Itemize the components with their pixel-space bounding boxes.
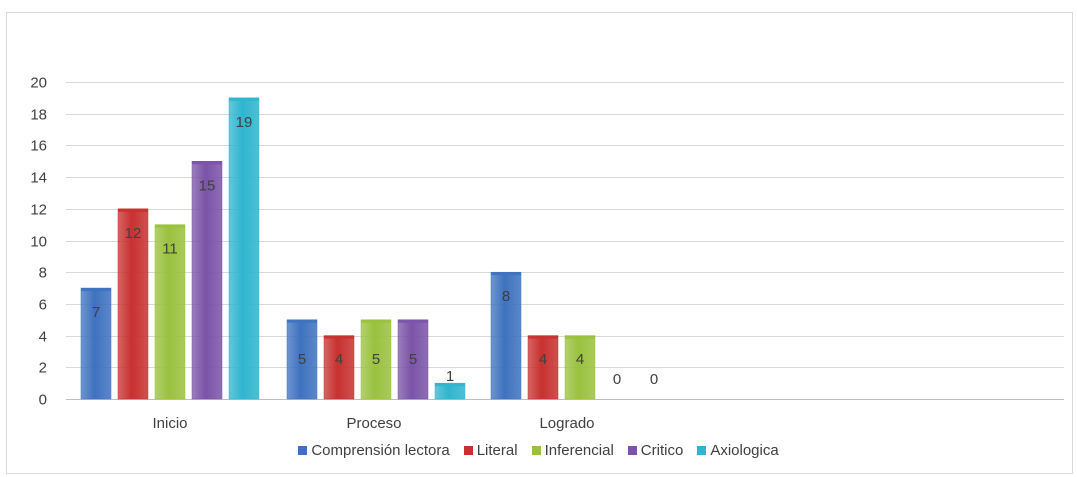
data-label: 12 [125, 225, 142, 242]
data-label: 1 [446, 368, 454, 385]
bars [80, 97, 596, 400]
bar-cap [324, 335, 354, 339]
bar [360, 319, 392, 400]
legend-swatch [697, 446, 707, 455]
bar-cap [491, 272, 521, 276]
bar-cap [192, 161, 222, 165]
y-tick-label: 14 [30, 170, 47, 187]
bar [80, 287, 112, 400]
data-label: 0 [650, 371, 658, 388]
bar [397, 319, 429, 400]
data-label: 5 [409, 351, 417, 368]
bar [117, 208, 149, 400]
data-label: 4 [576, 351, 584, 368]
data-label: 0 [613, 371, 621, 388]
bar-cap [435, 383, 465, 387]
bar [527, 335, 559, 400]
legend-swatch [298, 446, 308, 455]
data-label: 4 [539, 351, 547, 368]
legend: Comprensión lectora Literal Inferencial Cri… [0, 442, 1077, 459]
y-tick-label: 2 [39, 360, 47, 377]
y-tick-label: 18 [30, 107, 47, 124]
y-tick-label: 6 [39, 297, 47, 314]
bar [564, 335, 596, 400]
legend-item: Literal [463, 442, 518, 459]
data-label: 19 [236, 114, 253, 131]
x-category-label: Proceso [346, 415, 401, 432]
data-label: 11 [162, 241, 178, 258]
data-label: 5 [372, 351, 380, 368]
y-tick-label: 0 [39, 392, 47, 409]
bar-cap [398, 319, 428, 323]
bar [286, 319, 318, 400]
bar [228, 97, 260, 400]
bar-cap [565, 335, 595, 339]
legend-item: Inferencial [531, 442, 614, 459]
y-axis-ticks: 0 2 4 6 8 10 12 14 16 18 20 [30, 75, 47, 409]
bar-cap [361, 319, 391, 323]
bar [323, 335, 355, 400]
y-tick-label: 10 [30, 234, 47, 251]
x-category-label: Logrado [539, 415, 594, 432]
y-tick-label: 4 [39, 329, 47, 346]
bar [490, 271, 522, 400]
data-label: 4 [335, 351, 343, 368]
legend-label: Critico [640, 442, 684, 459]
legend-label: Axiologica [710, 442, 779, 459]
y-tick-label: 20 [30, 75, 47, 92]
legend-label: Literal [476, 442, 518, 459]
bar-cap [155, 224, 185, 228]
y-tick-label: 12 [30, 202, 47, 219]
y-tick-label: 8 [39, 265, 47, 282]
y-tick-label: 16 [30, 138, 47, 155]
bar-cap [287, 319, 317, 323]
bar [191, 161, 223, 400]
bar-cap [528, 335, 558, 339]
bar-cap [118, 208, 148, 212]
data-label: 7 [92, 304, 100, 321]
data-labels: 7 12 11 15 19 5 4 5 5 1 8 4 4 0 0 [92, 114, 658, 388]
data-label: 5 [298, 351, 306, 368]
legend-swatch [531, 446, 541, 455]
bar [154, 224, 186, 400]
x-category-label: Inicio [152, 415, 187, 432]
legend-item: Critico [627, 442, 684, 459]
data-label: 15 [199, 177, 216, 194]
legend-label: Comprensión lectora [311, 442, 450, 459]
bar-cap [229, 97, 259, 101]
data-label: 8 [502, 288, 510, 305]
legend-swatch [463, 446, 473, 455]
legend-swatch [627, 446, 637, 455]
legend-item: Comprensión lectora [298, 442, 450, 459]
x-axis-categories: Inicio Proceso Logrado [152, 415, 594, 432]
bar-cap [81, 288, 111, 292]
legend-item: Axiologica [697, 442, 779, 459]
legend-label: Inferencial [544, 442, 614, 459]
